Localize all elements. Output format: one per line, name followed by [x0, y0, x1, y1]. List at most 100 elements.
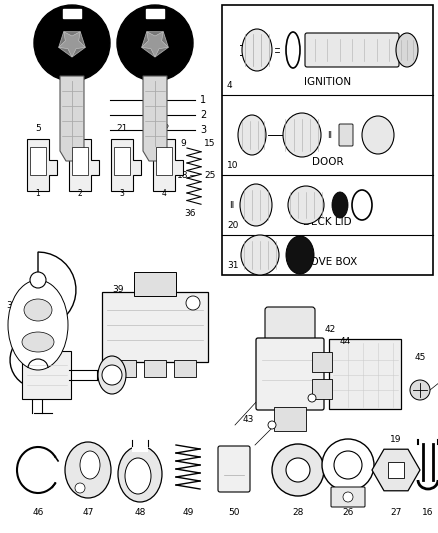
- Polygon shape: [388, 462, 404, 479]
- Text: 11: 11: [74, 124, 86, 133]
- Text: 32: 32: [158, 124, 170, 133]
- Ellipse shape: [396, 33, 418, 67]
- Ellipse shape: [80, 451, 100, 479]
- Polygon shape: [143, 76, 167, 161]
- Text: 39: 39: [112, 286, 124, 295]
- Circle shape: [272, 444, 324, 496]
- Ellipse shape: [362, 116, 394, 154]
- Text: 15: 15: [204, 139, 216, 148]
- Text: 1: 1: [200, 95, 206, 105]
- Text: 18: 18: [177, 171, 189, 180]
- FancyBboxPatch shape: [174, 360, 196, 377]
- Circle shape: [334, 451, 362, 479]
- FancyBboxPatch shape: [329, 339, 401, 409]
- Text: 3: 3: [200, 125, 206, 135]
- Text: 48: 48: [134, 508, 146, 517]
- Circle shape: [343, 492, 353, 502]
- Ellipse shape: [286, 32, 300, 68]
- FancyBboxPatch shape: [305, 33, 399, 67]
- Text: 3: 3: [120, 189, 124, 198]
- FancyBboxPatch shape: [218, 446, 250, 492]
- Ellipse shape: [242, 29, 272, 71]
- Text: 47: 47: [82, 508, 94, 517]
- Text: 25: 25: [204, 171, 215, 180]
- Text: 19: 19: [390, 435, 402, 445]
- Polygon shape: [372, 449, 420, 491]
- Polygon shape: [59, 31, 85, 57]
- Text: 46: 46: [32, 508, 44, 517]
- FancyBboxPatch shape: [222, 5, 433, 275]
- Text: 1: 1: [35, 189, 40, 198]
- Text: 42: 42: [325, 326, 336, 335]
- Polygon shape: [27, 139, 57, 191]
- Circle shape: [102, 365, 122, 385]
- Ellipse shape: [22, 332, 54, 352]
- Text: 26: 26: [343, 508, 354, 517]
- Text: 36: 36: [184, 208, 196, 217]
- Ellipse shape: [286, 236, 314, 274]
- Ellipse shape: [332, 192, 348, 218]
- Text: 4: 4: [162, 189, 166, 198]
- FancyBboxPatch shape: [146, 9, 164, 18]
- Text: DECK LID: DECK LID: [303, 217, 352, 227]
- Ellipse shape: [241, 235, 279, 275]
- FancyBboxPatch shape: [339, 124, 353, 146]
- FancyBboxPatch shape: [63, 9, 81, 18]
- Polygon shape: [111, 139, 141, 191]
- Text: 28: 28: [292, 508, 304, 517]
- Ellipse shape: [240, 184, 272, 226]
- Text: 2: 2: [78, 189, 82, 198]
- Text: 10: 10: [227, 161, 239, 170]
- FancyBboxPatch shape: [265, 307, 315, 341]
- Text: DOOR: DOOR: [312, 157, 343, 167]
- Circle shape: [268, 421, 276, 429]
- Circle shape: [117, 5, 193, 81]
- Text: 43: 43: [242, 416, 254, 424]
- Ellipse shape: [24, 299, 52, 321]
- Circle shape: [75, 483, 85, 493]
- FancyBboxPatch shape: [144, 360, 166, 377]
- Text: 4: 4: [227, 81, 233, 90]
- Text: 2: 2: [200, 110, 206, 120]
- FancyBboxPatch shape: [114, 360, 136, 377]
- Ellipse shape: [283, 113, 321, 157]
- Text: II: II: [230, 200, 235, 209]
- FancyBboxPatch shape: [331, 487, 365, 507]
- FancyBboxPatch shape: [256, 338, 324, 410]
- FancyBboxPatch shape: [312, 352, 332, 372]
- FancyBboxPatch shape: [30, 147, 46, 175]
- Text: 44: 44: [339, 337, 351, 346]
- Ellipse shape: [65, 442, 111, 498]
- Text: 49: 49: [182, 508, 194, 517]
- FancyBboxPatch shape: [72, 147, 88, 175]
- FancyBboxPatch shape: [156, 147, 172, 175]
- Circle shape: [34, 5, 110, 81]
- FancyBboxPatch shape: [114, 147, 130, 175]
- Circle shape: [286, 458, 310, 482]
- Polygon shape: [141, 31, 168, 57]
- Ellipse shape: [125, 458, 151, 494]
- Text: 37: 37: [6, 301, 18, 310]
- Text: 50: 50: [228, 508, 240, 517]
- Text: 9: 9: [180, 139, 186, 148]
- FancyBboxPatch shape: [132, 440, 148, 452]
- Ellipse shape: [98, 356, 126, 394]
- FancyBboxPatch shape: [102, 292, 208, 362]
- Ellipse shape: [238, 115, 266, 155]
- Circle shape: [322, 439, 374, 491]
- Polygon shape: [69, 139, 99, 191]
- Text: 27: 27: [390, 508, 402, 517]
- Text: 31: 31: [227, 261, 239, 270]
- Text: 21: 21: [117, 124, 128, 133]
- Ellipse shape: [118, 446, 162, 502]
- Ellipse shape: [288, 186, 324, 224]
- FancyBboxPatch shape: [134, 272, 176, 296]
- Ellipse shape: [8, 280, 68, 370]
- Text: 40: 40: [14, 341, 26, 350]
- Circle shape: [308, 394, 316, 402]
- Ellipse shape: [352, 190, 372, 220]
- Text: 20: 20: [227, 221, 238, 230]
- Text: 5: 5: [35, 124, 41, 133]
- Text: II: II: [328, 131, 332, 140]
- Polygon shape: [141, 31, 168, 57]
